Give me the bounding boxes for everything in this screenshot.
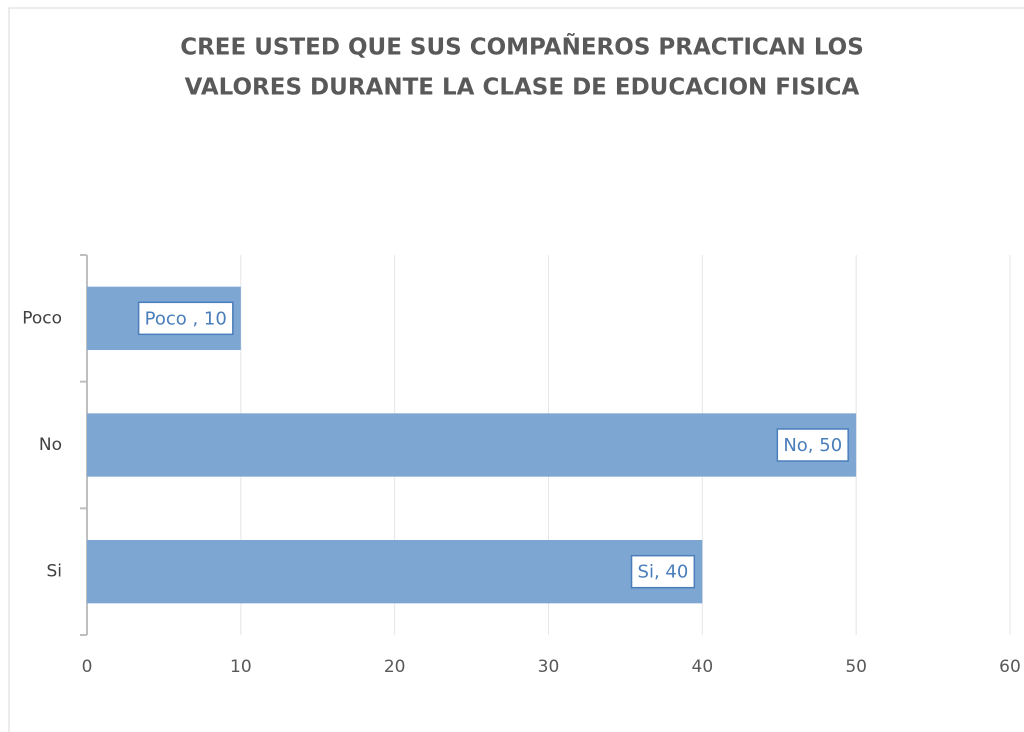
- x-tick-label: 40: [692, 657, 714, 677]
- chart-title: CREE USTED QUE SUS COMPAÑEROS PRACTICAN …: [180, 33, 864, 61]
- data-label-box: [630, 554, 696, 589]
- bar: [87, 413, 857, 477]
- chart-title: VALORES DURANTE LA CLASE DE EDUCACION FI…: [185, 75, 860, 101]
- bar: [87, 540, 703, 604]
- x-tick-label: 60: [999, 657, 1021, 677]
- y-tick-label: No: [39, 435, 62, 455]
- x-tick-label: 0: [82, 657, 93, 677]
- data-label: Poco , 10: [145, 308, 227, 329]
- data-label-box: [776, 428, 849, 462]
- x-tick-label: 20: [384, 657, 406, 677]
- x-tick-label: 30: [538, 657, 560, 677]
- data-label: No, 50: [783, 435, 842, 456]
- y-tick-label: Poco: [22, 308, 62, 328]
- y-tick-label: Si: [46, 562, 62, 582]
- x-tick-label: 10: [230, 657, 252, 677]
- chart-border: [8, 7, 1024, 732]
- x-tick-label: 50: [845, 657, 867, 677]
- data-label: Si, 40: [638, 562, 689, 583]
- data-label-box: [137, 301, 234, 336]
